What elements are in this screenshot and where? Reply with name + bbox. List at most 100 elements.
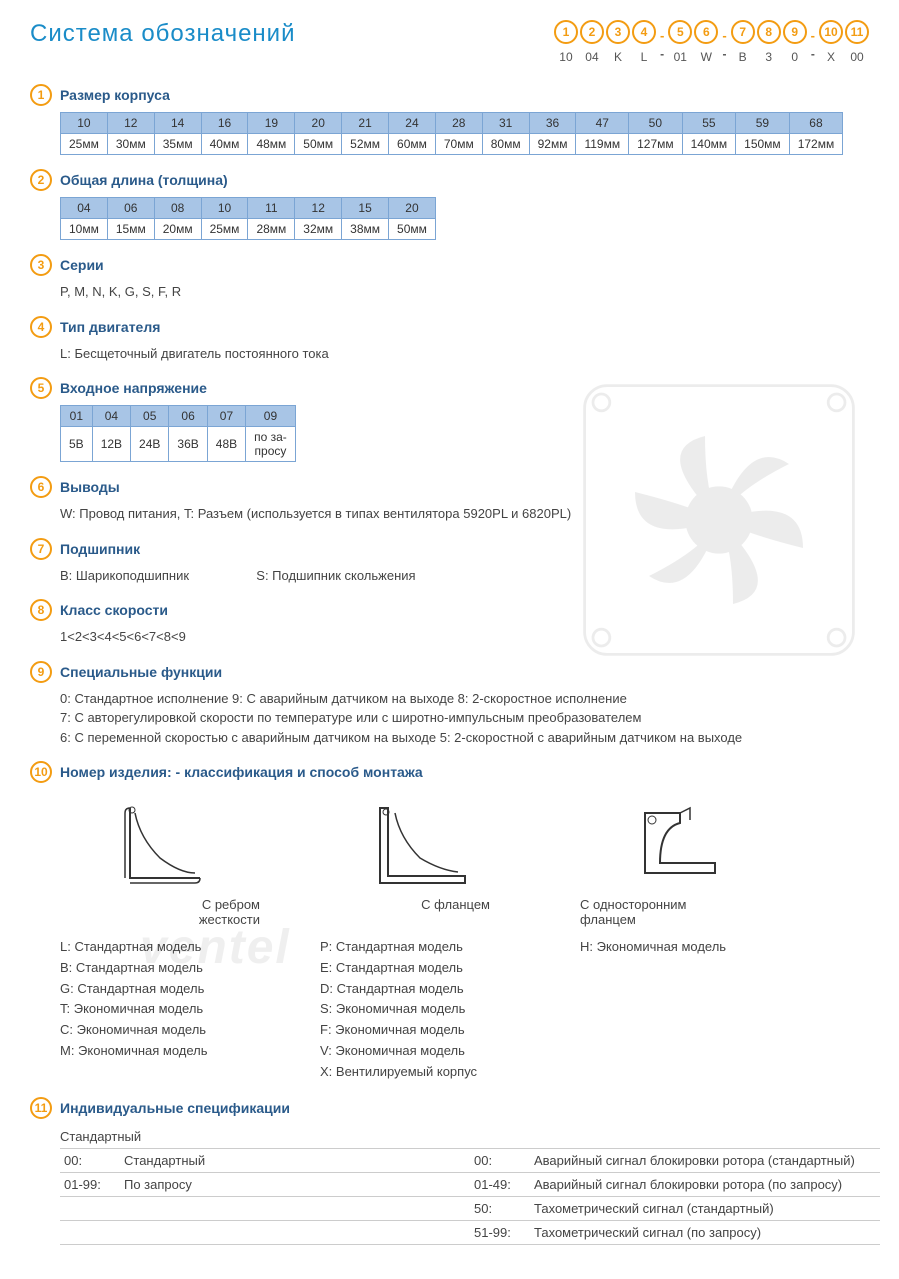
code-position: 3K — [606, 20, 630, 64]
section-title: Общая длина (толщина) — [60, 172, 228, 188]
section-number: 2 — [30, 169, 52, 191]
length-table: 040608101112152010мм15мм20мм25мм28мм32мм… — [60, 197, 436, 240]
spec-row: 50:Тахометрический сигнал (стандартный) — [60, 1197, 880, 1221]
position-value: B — [739, 50, 747, 64]
position-value: 0 — [791, 50, 798, 64]
spec-row: 01-99:По запросу01-49:Аварийный сигнал б… — [60, 1173, 880, 1197]
section-number: 5 — [30, 377, 52, 399]
model-code-line: X: Вентилируемый корпус — [320, 1062, 540, 1083]
section-number: 3 — [30, 254, 52, 276]
code-position: 10 X — [819, 20, 843, 64]
designation-code-row: 1102043K4L--5016W--7B8390--10X1100 — [554, 20, 869, 64]
section-bearing: 7 Подшипник B: Шарикоподшипник S: Подшипн… — [30, 538, 869, 586]
code-position: 6W — [694, 20, 718, 64]
position-number: 5 — [668, 20, 692, 44]
code-position: 204 — [580, 20, 604, 64]
position-value: K — [614, 50, 622, 64]
code-position: 90 — [783, 20, 807, 64]
section-special-functions: 9 Специальные функции 0: Стандартное испо… — [30, 661, 869, 748]
section-title: Входное напряжение — [60, 380, 207, 396]
section-speed-class: 8 Класс скорости 1<2<3<4<5<6<7<8<9 — [30, 599, 869, 647]
position-number: 4 — [632, 20, 656, 44]
section-title: Выводы — [60, 479, 120, 495]
model-code-line: T: Экономичная модель — [60, 999, 280, 1020]
spec-row: 51-99:Тахометрический сигнал (по запросу… — [60, 1221, 880, 1245]
code-position: 83 — [757, 20, 781, 64]
model-code-line: S: Экономичная модель — [320, 999, 540, 1020]
position-number: 10 — [819, 20, 843, 44]
voltage-table: 0104050607095В12В24В36В48Впо за- просу — [60, 405, 296, 462]
model-code-line: E: Стандартная модель — [320, 958, 540, 979]
section-voltage: 5 Входное напряжение 0104050607095В12В24В… — [30, 377, 869, 462]
header: Система обозначений 1102043K4L--5016W--7… — [30, 20, 869, 64]
section-individual-specs: 11Индивидуальные спецификации Стандартны… — [30, 1097, 869, 1245]
model-code-line: P: Стандартная модель — [320, 937, 540, 958]
speed-description: 1<2<3<4<5<6<7<8<9 — [60, 627, 869, 647]
model-code-line: G: Стандартная модель — [60, 979, 280, 1000]
section-number: 7 — [30, 538, 52, 560]
section-title: Номер изделия: - классификация и способ … — [60, 764, 423, 780]
model-codes-list: L: Стандартная модельB: Стандартная моде… — [60, 937, 869, 1083]
section-title: Размер корпуса — [60, 87, 170, 103]
position-value: X — [827, 50, 835, 64]
position-number: 1 — [554, 20, 578, 44]
section-number: 11 — [30, 1097, 52, 1119]
model-code-line: F: Экономичная модель — [320, 1020, 540, 1041]
leads-description: W: Провод питания, T: Разъем (использует… — [60, 504, 869, 524]
model-code-line: V: Экономичная модель — [320, 1041, 540, 1062]
code-position: 4L — [632, 20, 656, 64]
mounting-diagrams-row: С ребром жесткости С фланцем С односторо… — [60, 793, 869, 927]
mount-label: С фланцем — [320, 897, 540, 912]
spec-row: 00:Стандартный00:Аварийный сигнал блокир… — [60, 1149, 880, 1173]
model-code-line: M: Экономичная модель — [60, 1041, 280, 1062]
section-number: 4 — [30, 316, 52, 338]
code-position: 7B — [731, 20, 755, 64]
section-series: 3Серии P, M, N, K, G, S, F, R — [30, 254, 869, 302]
position-number: 6 — [694, 20, 718, 44]
mount-diagram-single-flange — [580, 793, 800, 893]
bearing-s: S: Подшипник скольжения — [256, 568, 415, 583]
position-number: 3 — [606, 20, 630, 44]
bearing-description: B: Шарикоподшипник S: Подшипник скольжен… — [60, 566, 869, 586]
section-number: 8 — [30, 599, 52, 621]
model-code-line: B: Стандартная модель — [60, 958, 280, 979]
section-motor-type: 4Тип двигателя L: Бесщеточный двигатель … — [30, 316, 869, 364]
position-value: 00 — [850, 50, 863, 64]
section-title: Подшипник — [60, 541, 140, 557]
model-code-line: D: Стандартная модель — [320, 979, 540, 1000]
position-value: 01 — [674, 50, 687, 64]
mount-diagram-flange — [320, 793, 540, 893]
position-value: 04 — [585, 50, 598, 64]
section-frame-size: 1 Размер корпуса 101214161920212428313647… — [30, 84, 869, 155]
section-length: 2 Общая длина (толщина) 04060810111215201… — [30, 169, 869, 240]
position-number: 11 — [845, 20, 869, 44]
special-functions-description: 0: Стандартное исполнение 9: С аварийным… — [60, 689, 869, 748]
section-number: 9 — [30, 661, 52, 683]
position-number: 9 — [783, 20, 807, 44]
code-position: 1100 — [845, 20, 869, 64]
spec-header: Стандартный — [60, 1125, 880, 1149]
position-value: L — [641, 50, 648, 64]
frame-size-table: 1012141619202124283136475055596825мм30мм… — [60, 112, 843, 155]
code-position: 110 — [554, 20, 578, 64]
section-title: Тип двигателя — [60, 319, 160, 335]
section-number: 1 — [30, 84, 52, 106]
position-number: 7 — [731, 20, 755, 44]
position-number: 2 — [580, 20, 604, 44]
section-mounting: 10 Номер изделия: - классификация и спосо… — [30, 761, 869, 1083]
code-position: 501 — [668, 20, 692, 64]
mount-diagram-rib — [60, 793, 280, 893]
position-value: 3 — [765, 50, 772, 64]
section-title: Индивидуальные спецификации — [60, 1100, 290, 1116]
position-value: 10 — [559, 50, 572, 64]
spec-table: Стандартный 00:Стандартный00:Аварийный с… — [60, 1125, 880, 1245]
section-number: 10 — [30, 761, 52, 783]
section-title: Специальные функции — [60, 664, 222, 680]
position-number: 8 — [757, 20, 781, 44]
section-leads: 6Выводы W: Провод питания, T: Разъем (ис… — [30, 476, 869, 524]
mount-label: С ребром жесткости — [60, 897, 280, 927]
model-code-line: C: Экономичная модель — [60, 1020, 280, 1041]
section-title: Класс скорости — [60, 602, 168, 618]
page-title: Система обозначений — [30, 20, 296, 48]
model-code-line: L: Стандартная модель — [60, 937, 280, 958]
